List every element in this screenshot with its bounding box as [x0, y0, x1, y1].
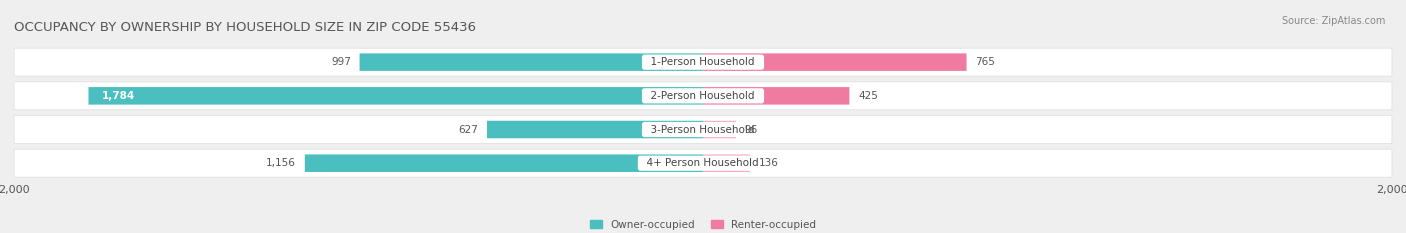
FancyBboxPatch shape [703, 154, 749, 172]
Text: OCCUPANCY BY OWNERSHIP BY HOUSEHOLD SIZE IN ZIP CODE 55436: OCCUPANCY BY OWNERSHIP BY HOUSEHOLD SIZE… [14, 21, 477, 34]
Text: 2-Person Household: 2-Person Household [644, 91, 762, 101]
FancyBboxPatch shape [360, 53, 703, 71]
FancyBboxPatch shape [14, 82, 1392, 110]
Text: 1,784: 1,784 [103, 91, 135, 101]
FancyBboxPatch shape [703, 53, 966, 71]
Text: 4+ Person Household: 4+ Person Household [641, 158, 765, 168]
Text: 627: 627 [458, 124, 478, 134]
FancyBboxPatch shape [14, 116, 1392, 144]
FancyBboxPatch shape [486, 121, 703, 138]
Legend: Owner-occupied, Renter-occupied: Owner-occupied, Renter-occupied [589, 220, 817, 230]
Text: 3-Person Household: 3-Person Household [644, 124, 762, 134]
Text: 765: 765 [976, 57, 995, 67]
Text: 136: 136 [758, 158, 779, 168]
FancyBboxPatch shape [703, 121, 737, 138]
FancyBboxPatch shape [703, 87, 849, 105]
FancyBboxPatch shape [89, 87, 703, 105]
Text: 1,156: 1,156 [266, 158, 297, 168]
FancyBboxPatch shape [14, 149, 1392, 177]
Text: Source: ZipAtlas.com: Source: ZipAtlas.com [1281, 16, 1385, 26]
Text: 96: 96 [745, 124, 758, 134]
Text: 425: 425 [858, 91, 877, 101]
FancyBboxPatch shape [14, 48, 1392, 76]
Text: 997: 997 [330, 57, 352, 67]
FancyBboxPatch shape [305, 154, 703, 172]
Text: 1-Person Household: 1-Person Household [644, 57, 762, 67]
